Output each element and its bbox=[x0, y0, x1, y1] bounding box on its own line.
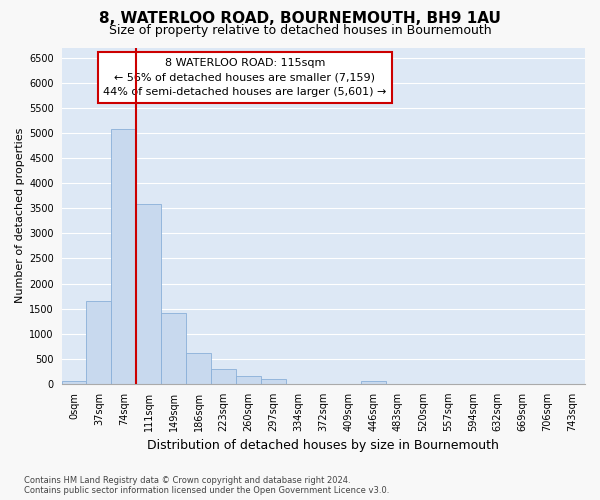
Bar bbox=[112, 129, 136, 384]
Text: Size of property relative to detached houses in Bournemouth: Size of property relative to detached ho… bbox=[109, 24, 491, 37]
Bar bbox=[186, 353, 211, 384]
Bar bbox=[211, 369, 236, 384]
Bar bbox=[161, 312, 186, 384]
Bar bbox=[261, 379, 286, 384]
Text: 8, WATERLOO ROAD, BOURNEMOUTH, BH9 1AU: 8, WATERLOO ROAD, BOURNEMOUTH, BH9 1AU bbox=[99, 11, 501, 26]
X-axis label: Distribution of detached houses by size in Bournemouth: Distribution of detached houses by size … bbox=[148, 440, 499, 452]
Text: Contains public sector information licensed under the Open Government Licence v3: Contains public sector information licen… bbox=[24, 486, 389, 495]
Bar bbox=[86, 301, 112, 384]
Text: 8 WATERLOO ROAD: 115sqm
← 56% of detached houses are smaller (7,159)
44% of semi: 8 WATERLOO ROAD: 115sqm ← 56% of detache… bbox=[103, 58, 386, 97]
Y-axis label: Number of detached properties: Number of detached properties bbox=[15, 128, 25, 304]
Bar bbox=[361, 381, 386, 384]
Bar bbox=[62, 381, 86, 384]
Text: Contains HM Land Registry data © Crown copyright and database right 2024.: Contains HM Land Registry data © Crown c… bbox=[24, 476, 350, 485]
Bar bbox=[236, 376, 261, 384]
Bar bbox=[136, 204, 161, 384]
